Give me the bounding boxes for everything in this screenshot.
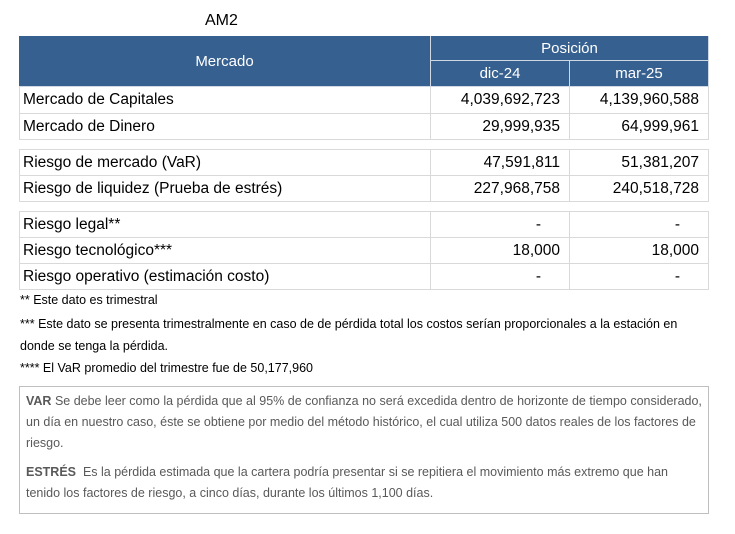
header-mar-25: mar-25 (570, 61, 709, 87)
value-dic-24: 29,999,935 (431, 114, 570, 139)
definition-estres: ESTRÉS Es la pérdida estimada que la car… (26, 462, 702, 504)
var-term: VAR (26, 394, 52, 408)
table-row: Mercado de Dinero 29,999,935 64,999,961 (19, 114, 709, 140)
value-mar-25: 18,000 (570, 238, 709, 263)
table-row: Mercado de Capitales 4,039,692,723 4,139… (19, 87, 709, 114)
value-mar-25: 4,139,960,588 (570, 87, 709, 113)
row-label: Riesgo tecnológico*** (19, 238, 431, 263)
value-mar-25: 240,518,728 (570, 176, 709, 201)
row-label: Riesgo de mercado (VaR) (19, 150, 431, 175)
value-dic-24: - (431, 212, 570, 237)
estres-text: Es la pérdida estimada que la cartera po… (26, 465, 672, 500)
var-text: Se debe leer como la pérdida que al 95% … (26, 394, 702, 450)
header-posicion: Posición (431, 36, 709, 61)
value-mar-25: 51,381,207 (570, 150, 709, 175)
value-dic-24: - (431, 264, 570, 289)
row-label: Riesgo operativo (estimación costo) (19, 264, 431, 289)
row-label: Riesgo de liquidez (Prueba de estrés) (19, 176, 431, 201)
row-label: Mercado de Dinero (19, 114, 431, 139)
value-dic-24: 4,039,692,723 (431, 87, 570, 113)
note-tecnologico: *** Este dato se presenta trimestralment… (20, 317, 678, 353)
table-row: Riesgo de mercado (VaR) 47,591,811 51,38… (19, 149, 709, 176)
header-mercado: Mercado (19, 36, 431, 87)
table-row: Riesgo tecnológico*** 18,000 18,000 (19, 238, 709, 264)
value-mar-25: 64,999,961 (570, 114, 709, 139)
value-mar-25: - (570, 212, 709, 237)
note-var-promedio: **** El VaR promedio del trimestre fue d… (20, 361, 313, 375)
value-dic-24: 18,000 (431, 238, 570, 263)
row-label: Riesgo legal** (19, 212, 431, 237)
estres-term: ESTRÉS (26, 465, 77, 479)
definitions-box: VAR Se debe leer como la pérdida que al … (19, 386, 709, 514)
report-title: AM2 (205, 12, 238, 29)
value-dic-24: 227,968,758 (431, 176, 570, 201)
note-trimestral: ** Este dato es trimestral (20, 293, 158, 307)
value-dic-24: 47,591,811 (431, 150, 570, 175)
definition-var: VAR Se debe leer como la pérdida que al … (26, 391, 702, 454)
table-row: Riesgo de liquidez (Prueba de estrés) 22… (19, 176, 709, 202)
header-dic-24: dic-24 (431, 61, 570, 87)
row-label: Mercado de Capitales (19, 87, 431, 113)
table-row: Riesgo operativo (estimación costo) - - (19, 264, 709, 290)
value-mar-25: - (570, 264, 709, 289)
table-row: Riesgo legal** - - (19, 211, 709, 238)
